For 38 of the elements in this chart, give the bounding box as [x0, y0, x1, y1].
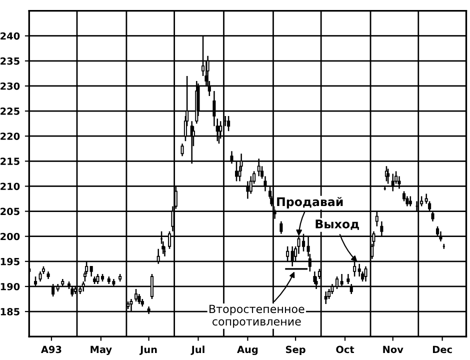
x-tick-label: Jun	[140, 346, 157, 355]
x-tick-label: Jul	[190, 346, 204, 355]
y-tick-label: 220	[0, 132, 20, 140]
candlestick	[180, 143, 184, 157]
candlestick	[227, 115, 230, 132]
annotation: Продавай	[277, 197, 343, 208]
y-tick-label: 215	[0, 158, 20, 165]
y-tick-label: 190	[0, 282, 20, 290]
candlestick	[324, 290, 328, 305]
candlestick	[358, 263, 361, 278]
y-tick-label: 210	[0, 182, 20, 190]
candlestick	[346, 273, 350, 285]
x-tick-label: A93	[40, 346, 62, 354]
candlestick	[328, 288, 331, 300]
candlestick	[134, 288, 138, 302]
y-tick-label: 195	[0, 258, 20, 266]
x-tick-label: Nov	[383, 346, 404, 354]
y-tick-label: 235	[0, 57, 20, 65]
x-tick-label: May	[90, 346, 112, 356]
candlestick	[408, 196, 412, 207]
y-tick-label: 185	[0, 308, 20, 316]
candlestick	[90, 266, 93, 278]
x-tick-label: Aug	[237, 346, 258, 356]
x-tick-label: Sep	[286, 346, 306, 356]
y-tick-label: 205	[0, 208, 20, 216]
y-tick-label: 230	[0, 82, 20, 90]
candlestick	[386, 168, 390, 184]
x-tick-label: Oct	[336, 346, 354, 354]
y-tick-label: 200	[0, 232, 20, 240]
candlestick	[38, 270, 42, 282]
annotation: Выход	[316, 220, 359, 230]
x-tick-label: Dec	[432, 346, 452, 354]
y-tick-label: 225	[0, 108, 20, 115]
y-tick-label: 240	[0, 32, 20, 40]
annotation: Второстепенное сопротивление	[210, 304, 304, 328]
candlestick	[138, 293, 141, 305]
candlestick	[364, 266, 368, 282]
candlestick	[313, 270, 316, 285]
